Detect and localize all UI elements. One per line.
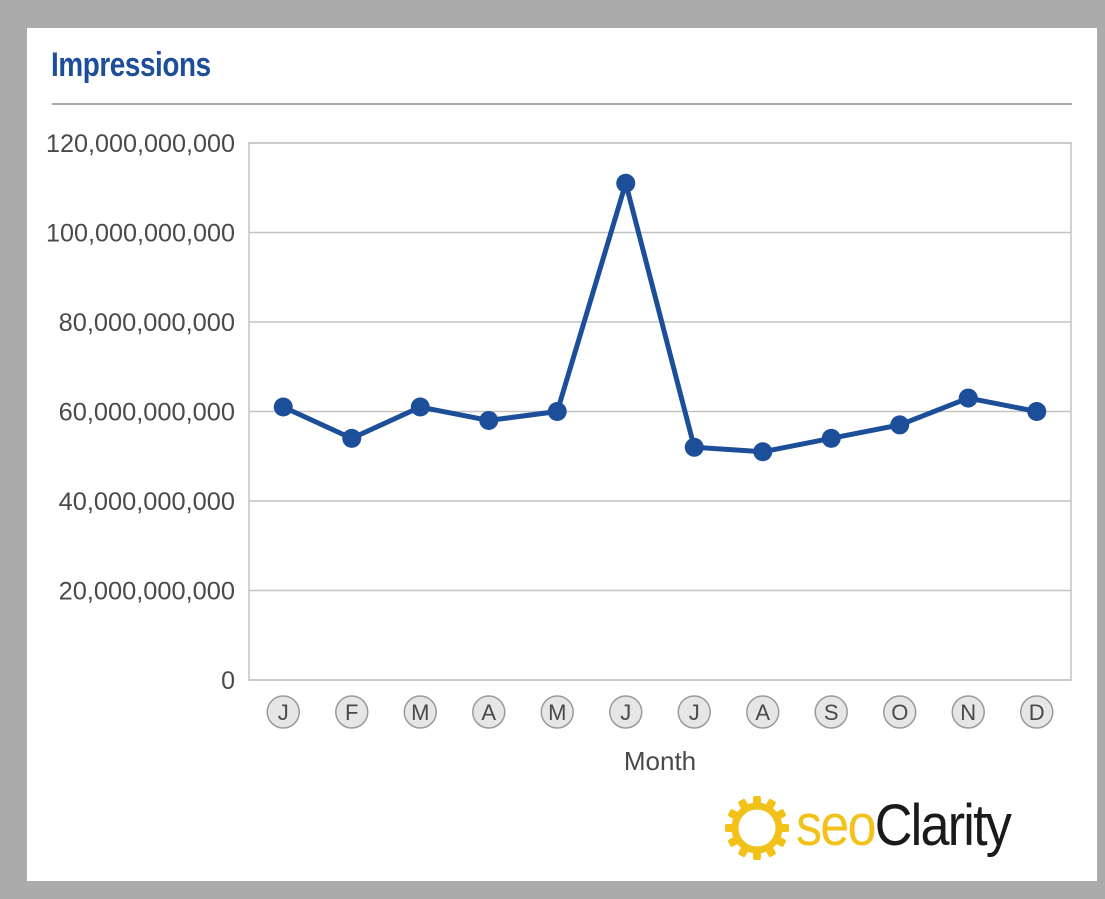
x-tick-badge: [883, 695, 917, 729]
data-point: [410, 397, 430, 417]
x-tick-text: S: [824, 700, 839, 725]
logo-tooth: [773, 835, 786, 847]
series-line: [282, 180, 1038, 455]
data-point: [547, 402, 567, 421]
data-point: [1027, 402, 1047, 421]
x-tick-badge: [951, 695, 985, 729]
logo-tooth: [728, 809, 741, 821]
data-point: [684, 437, 704, 457]
logo-tooth: [725, 824, 737, 832]
grid-lines: [249, 142, 1071, 681]
data-point: [958, 388, 978, 408]
data-point: [273, 397, 293, 417]
x-tick-badge: [266, 695, 300, 729]
logo-wordmark: seoClarity: [796, 793, 1012, 859]
data-point: [821, 428, 841, 448]
data-point: [616, 173, 636, 193]
y-tick-label: 100,000,000,000: [46, 220, 235, 248]
y-tick-label: 0: [221, 667, 235, 695]
logo-tooth: [738, 844, 750, 857]
x-tick-label: A: [472, 695, 506, 729]
series: [273, 173, 1047, 462]
x-tick-label: J: [266, 695, 300, 729]
x-tick-text: J: [620, 700, 631, 725]
x-tick-text: F: [345, 700, 358, 725]
x-tick-label: O: [883, 695, 917, 729]
x-tick-label: N: [951, 695, 985, 729]
x-tick-text: J: [278, 700, 289, 725]
x-tick-badge: [1020, 695, 1054, 729]
seoclarity-logo: seoClarity: [722, 793, 1082, 863]
logo-tooth: [773, 809, 786, 821]
y-tick-label: 80,000,000,000: [59, 309, 235, 337]
x-tick-text: D: [1029, 700, 1045, 725]
line-chart: 0 20,000,000,000 40,000,000,000 60,000,000,…: [46, 130, 1072, 776]
x-tick-badge: [814, 695, 848, 729]
x-tick-label: A: [746, 695, 780, 729]
x-tick-label: M: [540, 695, 574, 729]
x-tick-label: M: [403, 695, 437, 729]
logo-tooth: [764, 844, 776, 857]
x-tick-badge: [746, 695, 780, 729]
logo-tooth: [738, 799, 750, 812]
logo-tooth: [764, 799, 776, 812]
x-tick-label: J: [609, 695, 643, 729]
x-tick-text: J: [689, 700, 700, 725]
y-tick-label: 60,000,000,000: [59, 399, 235, 427]
data-point: [753, 442, 773, 462]
x-tick-badge: [609, 695, 643, 729]
x-tick-text: A: [481, 700, 496, 725]
data-point: [479, 410, 499, 430]
x-tick-label: F: [335, 695, 369, 729]
x-tick-text: M: [548, 700, 566, 725]
x-tick-badge: [472, 695, 506, 729]
y-axis-tick-labels: 0 20,000,000,000 40,000,000,000 60,000,000,…: [46, 130, 235, 695]
y-tick-label: 120,000,000,000: [46, 130, 235, 158]
logo-tooth: [728, 835, 741, 847]
x-tick-text: A: [755, 700, 770, 725]
data-point: [342, 428, 362, 448]
y-tick-label: 40,000,000,000: [59, 488, 235, 516]
x-tick-badge: [403, 695, 437, 729]
data-point: [890, 415, 910, 435]
x-tick-label: D: [1020, 695, 1054, 729]
x-tick-badge: [540, 695, 574, 729]
sun-gear-icon: [725, 796, 789, 860]
x-tick-label: J: [677, 695, 711, 729]
x-axis-label: Month: [624, 746, 696, 776]
title-divider: [52, 103, 1072, 105]
logo-tooth: [753, 848, 761, 860]
chart-title: Impressions: [51, 46, 211, 84]
logo-clarity-text: Clarity: [874, 793, 1012, 858]
x-tick-text: O: [891, 700, 908, 725]
plot-area: [248, 142, 1072, 681]
x-tick-badge: [677, 695, 711, 729]
chart-card: Impressions 0 20,000,000,000 40,000,000,00…: [27, 28, 1097, 881]
logo-tooth: [753, 796, 761, 808]
x-tick-label: S: [814, 695, 848, 729]
logo-tooth: [777, 824, 789, 832]
x-tick-text: N: [960, 700, 976, 725]
x-tick-text: M: [411, 700, 429, 725]
y-tick-label: 20,000,000,000: [59, 578, 235, 606]
x-tick-badge: [335, 695, 369, 729]
logo-seo-text: seo: [796, 793, 877, 858]
